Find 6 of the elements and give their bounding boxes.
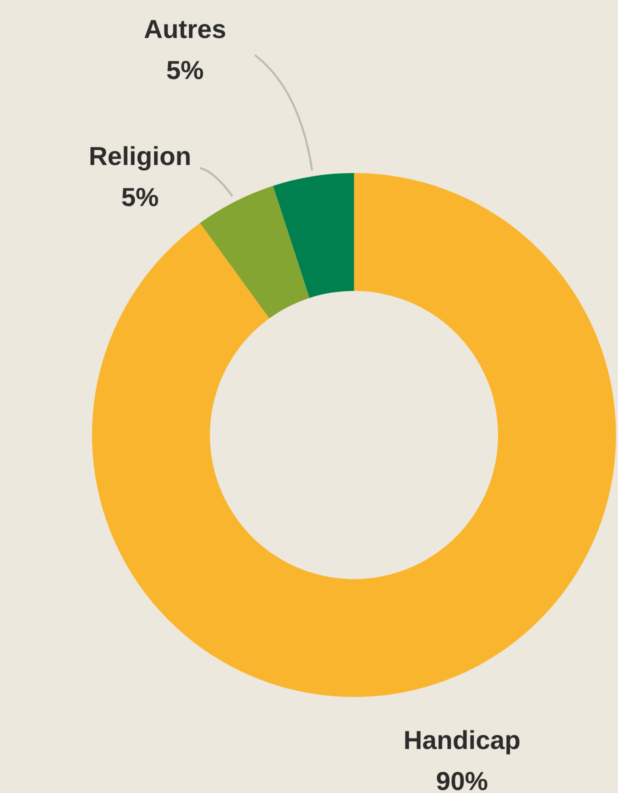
- slice-label: Autres: [144, 14, 226, 44]
- data-label: 5%: [121, 182, 159, 212]
- slice-label: Religion: [88, 141, 192, 172]
- data-label: 5%: [166, 55, 204, 86]
- slice-label: Handicap: [403, 725, 521, 756]
- data-label: 90%: [436, 766, 488, 793]
